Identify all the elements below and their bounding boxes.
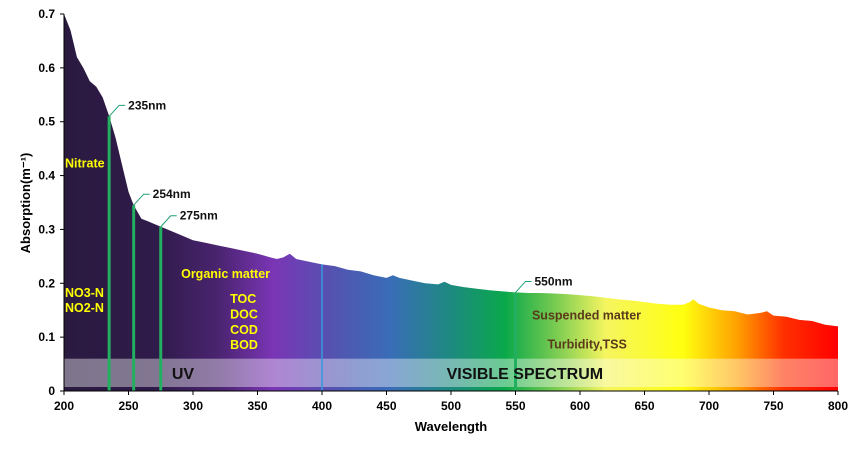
x-tick-label: 550 bbox=[505, 399, 525, 413]
annotation: BOD bbox=[230, 338, 258, 352]
x-tick-label: 800 bbox=[828, 399, 848, 413]
annotation: NO2-N bbox=[65, 301, 104, 315]
y-tick-label: 0.3 bbox=[38, 222, 55, 236]
marker-label-254: 254nm bbox=[153, 187, 191, 201]
marker-leader-235 bbox=[108, 104, 126, 117]
y-tick-label: 0.4 bbox=[38, 169, 55, 183]
x-tick-label: 600 bbox=[570, 399, 590, 413]
annotation: DOC bbox=[230, 307, 258, 321]
annotation: COD bbox=[230, 323, 258, 337]
x-tick-label: 650 bbox=[634, 399, 654, 413]
spectrum-band bbox=[64, 358, 838, 387]
y-tick-label: 0.5 bbox=[38, 115, 55, 129]
marker-label-550: 550nm bbox=[535, 274, 573, 288]
x-tick-label: 450 bbox=[376, 399, 396, 413]
x-tick-label: 750 bbox=[763, 399, 783, 413]
band-label: VISIBLE SPECTRUM bbox=[447, 366, 603, 383]
y-tick-label: 0.6 bbox=[38, 61, 55, 75]
y-tick-label: 0.2 bbox=[38, 276, 55, 290]
x-tick-label: 700 bbox=[699, 399, 719, 413]
annotation: Suspended matter bbox=[532, 308, 641, 322]
x-tick-label: 300 bbox=[183, 399, 203, 413]
annotation: NO3-N bbox=[65, 286, 104, 300]
annotation: Turbidity,TSS bbox=[547, 337, 626, 351]
absorption-area bbox=[64, 14, 838, 391]
annotation: TOC bbox=[230, 292, 256, 306]
x-axis-label: Wavelength bbox=[415, 419, 488, 434]
y-tick-label: 0.7 bbox=[38, 7, 55, 21]
marker-leader-254 bbox=[133, 193, 150, 206]
annotation: Organic matter bbox=[181, 267, 270, 281]
x-tick-label: 500 bbox=[441, 399, 461, 413]
x-tick-label: 400 bbox=[312, 399, 332, 413]
y-tick-label: 0.1 bbox=[38, 330, 55, 344]
x-tick-label: 200 bbox=[54, 399, 74, 413]
marker-label-235: 235nm bbox=[128, 98, 166, 112]
x-tick-label: 350 bbox=[247, 399, 267, 413]
y-axis-label: Absorption(m⁻¹) bbox=[18, 153, 33, 254]
y-tick-label: 0 bbox=[48, 384, 55, 398]
marker-leader-275 bbox=[160, 215, 177, 228]
marker-label-275: 275nm bbox=[180, 209, 218, 223]
band-label: UV bbox=[172, 366, 195, 383]
x-tick-label: 250 bbox=[118, 399, 138, 413]
annotation: Nitrate bbox=[65, 156, 105, 170]
marker-leader-550 bbox=[515, 280, 532, 293]
